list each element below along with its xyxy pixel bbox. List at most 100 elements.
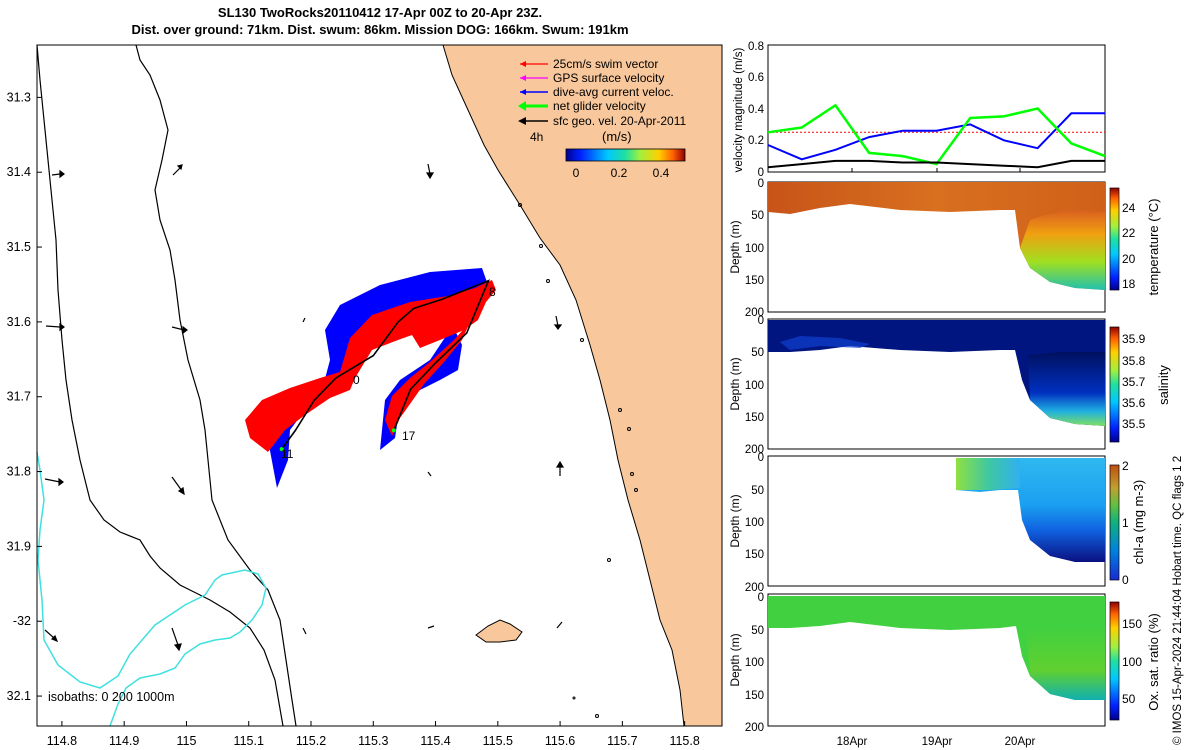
isobath-0: [36, 451, 267, 727]
ox-ytick-4: 200: [745, 722, 764, 734]
map-colorbar-tick-1: 0.2: [611, 166, 628, 180]
chla-ytick-1: 50: [751, 485, 764, 497]
time-tick-19apr: 19Apr: [922, 736, 953, 748]
map-panel: 0 11 17 8 114.8 114.9 115 115.1 115.2 115.3 11…: [7, 44, 723, 748]
figure-title: SL130 TwoRocks20110412 17-Apr 00Z to 20-…: [0, 4, 760, 38]
velocity-axes: [767, 44, 1106, 173]
map-ytick-label: 31.8: [7, 465, 31, 479]
salinity-cbar-label: salinity: [1156, 365, 1171, 405]
temp-cbar-22: 22: [1122, 226, 1136, 240]
salinity-panel: 35.5 35.6 35.7 35.8 35.9 salinity 0 50 1…: [728, 315, 1171, 456]
temperature-deep: [1020, 210, 1105, 290]
temp-ytick-1: 50: [751, 210, 764, 222]
oxygen-cbar-label: Ox. sat. ratio (%): [1146, 613, 1161, 711]
velocity-series-line-1: [767, 112, 1105, 161]
oxygen-ylabel: Depth (m): [728, 633, 742, 686]
map-axes-frame: [36, 44, 723, 727]
oxygen-yticks: 0 50 100 150 200: [745, 592, 764, 734]
velocity-ylabel: velocity magnitude (m/s): [733, 48, 745, 173]
temperature-cbar-label: temperature (°C): [1146, 199, 1161, 296]
track-label-17: 17: [402, 429, 416, 443]
oxygen-panel: 50 100 150 Ox. sat. ratio (%) 0 50 100 1…: [728, 592, 1161, 748]
ox-ytick-0: 0: [758, 592, 764, 604]
time-tick-18apr: 18Apr: [837, 736, 868, 748]
title-line-1: SL130 TwoRocks20110412 17-Apr 00Z to 20-…: [217, 5, 543, 20]
salinity-ylabel: Depth (m): [728, 357, 742, 410]
sal-cbar-355: 35.5: [1122, 417, 1146, 431]
vel-ytick-4: 0.8: [748, 41, 764, 53]
oxygen-colorbar: [1109, 601, 1120, 721]
salinity-field: [768, 320, 1105, 426]
salinity-cbar-ticks: 35.5 35.6 35.7 35.8 35.9: [1122, 332, 1146, 431]
map-xtick-label: 115.7: [607, 734, 637, 748]
temperature-field: [768, 182, 1105, 290]
glider-track: [279, 279, 490, 452]
map-xtick-label: 115.5: [483, 734, 513, 748]
ox-ytick-3: 150: [745, 690, 764, 702]
map-xtick-label: 115.1: [234, 734, 264, 748]
chla-cbar-1: 1: [1122, 516, 1129, 530]
map-ytick-label: 31.3: [7, 90, 31, 104]
credit-text: © IMOS 15-Apr-2024 21:44:04 Hobart time.…: [1172, 455, 1184, 745]
velocity-panel: 0 0.2 0.4 0.6 0.8 velocity magnitude (m/…: [733, 41, 1106, 726]
track-label-0: 0: [353, 373, 360, 387]
time-tick-20apr: 20Apr: [1005, 736, 1036, 748]
map-ytick-label: -32: [13, 614, 31, 628]
vel-ytick-1: 0.2: [748, 135, 764, 147]
vel-ytick-2: 0.4: [748, 104, 765, 116]
chla-cbar-label: chl-a (mg m-3): [1131, 480, 1146, 565]
map-island: [475, 619, 523, 643]
map-legend: 25cm/s swim vector GPS surface velocity …: [518, 57, 687, 180]
temp-cbar-20: 20: [1122, 252, 1136, 266]
sal-ytick-0: 0: [758, 315, 764, 327]
track-labels: 0 11 17 8: [281, 285, 496, 461]
oxygen-field: [768, 596, 1105, 700]
legend-swim-vector: 25cm/s swim vector: [553, 57, 658, 71]
track-label-11: 11: [281, 447, 294, 461]
vel-ytick-0: 0: [758, 167, 764, 179]
map-yticks: 31.3 31.4 31.5 31.6 31.7 31.8 31.9 -32 32.1: [7, 90, 42, 703]
temperature-panel: 18 20 22 24 temperature (°C) 0 50 100 15…: [728, 178, 1161, 319]
ox-cbar-50: 50: [1122, 692, 1136, 706]
chla-ylabel: Depth (m): [728, 494, 742, 547]
scattered-rocks: [518, 203, 638, 718]
sal-ytick-4: 200: [745, 444, 764, 456]
temp-ytick-4: 200: [745, 307, 764, 319]
oxygen-cbar-ticks: 50 100 150: [1122, 617, 1142, 706]
sal-cbar-357: 35.7: [1122, 375, 1146, 389]
track-label-8: 8: [489, 285, 496, 299]
oxygen-deep: [1026, 626, 1105, 700]
chla-cbar-0: 0: [1122, 573, 1129, 587]
map-xtick-label: 115.8: [669, 734, 699, 748]
sal-cbar-358: 35.8: [1122, 354, 1146, 368]
chla-ytick-2: 100: [745, 517, 764, 529]
chla-cbar-2: 2: [1122, 459, 1129, 473]
temperature-ylabel: Depth (m): [728, 220, 742, 273]
salinity-colorbar: [1109, 326, 1120, 443]
temperature-yticks: 0 50 100 150 200: [745, 178, 764, 319]
track-start-marker: [279, 447, 284, 452]
chla-cbar-ticks: 0 1 2: [1122, 459, 1129, 587]
vel-ytick-3: 0.6: [748, 72, 764, 84]
chla-top-band: [956, 458, 1020, 490]
sal-ytick-3: 150: [745, 412, 764, 424]
chla-ytick-4: 200: [745, 582, 764, 594]
map-colorbar-tick-2: 0.4: [653, 166, 670, 180]
glider-track-line: [281, 279, 490, 450]
map-xtick-label: 114.9: [109, 734, 139, 748]
sfc-geo-vectors: [44, 163, 565, 652]
map-colorbar-tick-0: 0: [573, 166, 580, 180]
map-ytick-label: 31.9: [7, 539, 31, 553]
map-xtick-label: 114.8: [47, 734, 77, 748]
temperature-colorbar: [1109, 187, 1120, 291]
salinity-deep: [1028, 352, 1105, 426]
temp-ytick-2: 100: [745, 243, 764, 255]
temp-cbar-24: 24: [1122, 201, 1136, 215]
map-xtick-label: 115.2: [296, 734, 326, 748]
sal-ytick-1: 50: [751, 347, 764, 359]
salinity-yticks: 0 50 100 150 200: [745, 315, 764, 456]
velocity-yticks: 0 0.2 0.4 0.6 0.8: [748, 41, 765, 179]
velocity-series-line-3: [767, 159, 1105, 169]
chla-panel: 0 1 2 chl-a (mg m-3) 0 50 100 150 200 De…: [728, 452, 1146, 594]
